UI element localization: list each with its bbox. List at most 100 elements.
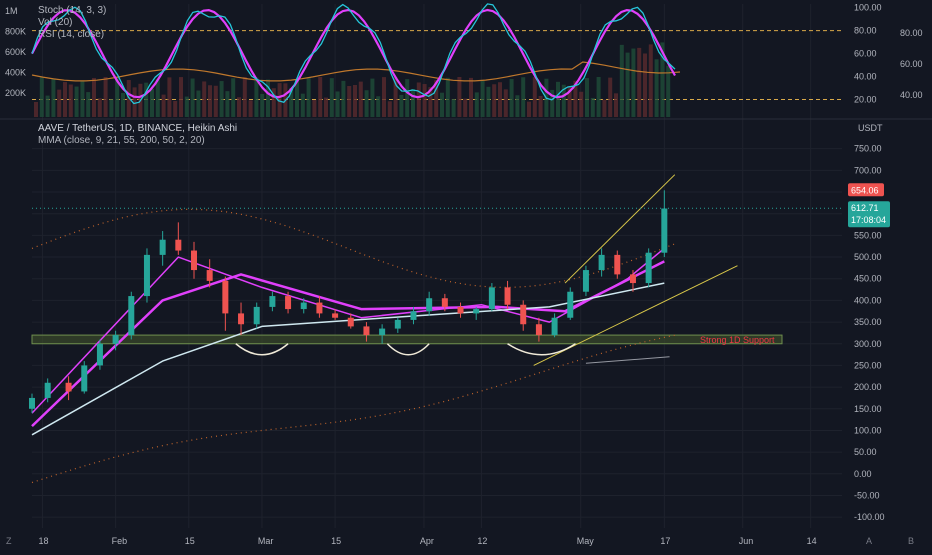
volume-bar — [34, 102, 38, 117]
high-price-badge — [848, 183, 884, 197]
countdown-label: 17:08:04 — [851, 215, 886, 225]
rsi-line — [31, 61, 681, 82]
volume-bar — [666, 65, 671, 117]
cup-annotation — [507, 343, 576, 356]
volume-bar — [596, 77, 601, 117]
time-tick-label: 14 — [807, 536, 817, 546]
candle-body — [238, 313, 245, 325]
volume-bar — [57, 89, 62, 117]
time-tick-label: Mar — [258, 536, 274, 546]
candle-body — [65, 382, 72, 392]
volume-bar — [648, 44, 653, 117]
volume-bar — [428, 87, 433, 117]
volume-bar — [387, 101, 392, 117]
price-tick-label: 300.00 — [854, 339, 882, 349]
candle-body — [191, 250, 197, 271]
oscillator-tick-label: 60.00 — [854, 49, 877, 59]
volume-bar — [51, 78, 56, 117]
volume-bar — [242, 77, 247, 117]
time-tick-label: 18 — [38, 536, 48, 546]
cup-annotation — [235, 343, 289, 356]
volume-bar — [631, 48, 636, 117]
candle-body — [645, 252, 652, 284]
volume-bar — [132, 87, 137, 117]
volume-bar — [92, 77, 96, 117]
price-pane[interactable]: Strong 1D Support — [29, 174, 842, 484]
candle-body — [520, 304, 527, 325]
mma-legend: MMA (close, 9, 21, 55, 200, 50, 2, 20) — [38, 135, 205, 146]
candle-body — [379, 328, 386, 336]
volume-bar — [411, 89, 415, 117]
volume-bar — [179, 77, 183, 117]
volume-bar — [109, 99, 114, 117]
volume-bar — [254, 77, 259, 117]
volume-bar — [399, 94, 404, 117]
volume-bar — [295, 79, 299, 117]
last-price-badge — [848, 201, 890, 228]
volume-bar — [347, 86, 352, 117]
volume-bar — [184, 96, 189, 117]
volume-bar — [121, 93, 125, 117]
candle-body — [112, 335, 119, 344]
zoom-button[interactable]: Z — [6, 536, 12, 546]
price-tick-label: 550.00 — [854, 230, 882, 240]
candle-body — [222, 280, 229, 314]
price-tick-label: 200.00 — [854, 382, 882, 392]
log-scale-button[interactable]: B — [908, 536, 914, 546]
volume-bar — [480, 80, 485, 117]
volume-tick-label: 1M — [5, 6, 18, 16]
candle-body — [394, 319, 401, 329]
stoch-d-line — [31, 8, 676, 99]
volume-bar — [643, 53, 647, 117]
volume-bar — [567, 86, 572, 117]
volume-bar — [335, 91, 340, 117]
volume-bar — [74, 86, 79, 117]
volume-bar — [277, 83, 282, 117]
volume-bar — [103, 77, 108, 117]
candle-body — [473, 309, 480, 314]
volume-bar — [590, 97, 595, 117]
volume-tick-label: 600K — [5, 47, 26, 57]
volume-bar — [260, 93, 265, 117]
volume-bar — [527, 101, 531, 117]
volume-bar — [115, 77, 120, 117]
volume-bar — [370, 78, 375, 117]
volume-bar — [422, 84, 427, 117]
candle-body — [316, 302, 323, 314]
trendline-upper — [564, 174, 676, 284]
volume-bar — [451, 98, 456, 117]
candle-body — [426, 298, 433, 312]
volume-bar — [561, 84, 566, 117]
candle-body — [347, 317, 354, 327]
mma-line — [31, 260, 665, 428]
volume-bar — [318, 77, 323, 117]
volume-bar — [550, 89, 555, 117]
volume-bar — [329, 78, 334, 117]
indicator-pane[interactable]: 1M 800K 600K 400K 200K 100.00 80.00 60.00 40.00 2… — [5, 3, 923, 118]
price-tick-label: 150.00 — [854, 404, 882, 414]
time-tick-label: 12 — [477, 536, 487, 546]
volume-bar — [515, 95, 520, 117]
volume-bar — [155, 79, 160, 117]
price-tick-label: 700.00 — [854, 165, 882, 175]
symbol-title: AAVE / TetherUS, 1D, BINANCE, Heikin Ash… — [38, 123, 238, 134]
projection-line — [585, 356, 670, 364]
volume-bar — [382, 77, 386, 117]
volume-bar — [364, 90, 369, 117]
volume-bar — [492, 84, 497, 117]
volume-bar — [97, 98, 102, 117]
candle-body — [253, 306, 260, 325]
candle-body — [551, 317, 558, 336]
high-price-label: 654.06 — [851, 185, 879, 195]
candle-body — [128, 296, 135, 336]
price-tick-label: 500.00 — [854, 252, 882, 262]
time-axis[interactable]: 18 Feb 15 Mar 15 Apr 12 May 17 Jun 14 Z A B — [6, 536, 914, 546]
rsi-tick-label: 60.00 — [900, 59, 923, 69]
volume-bar — [625, 52, 630, 118]
candle-body — [363, 326, 370, 336]
volume-bar — [324, 97, 328, 117]
candle-body — [614, 254, 621, 275]
auto-scale-button[interactable]: A — [866, 536, 872, 546]
